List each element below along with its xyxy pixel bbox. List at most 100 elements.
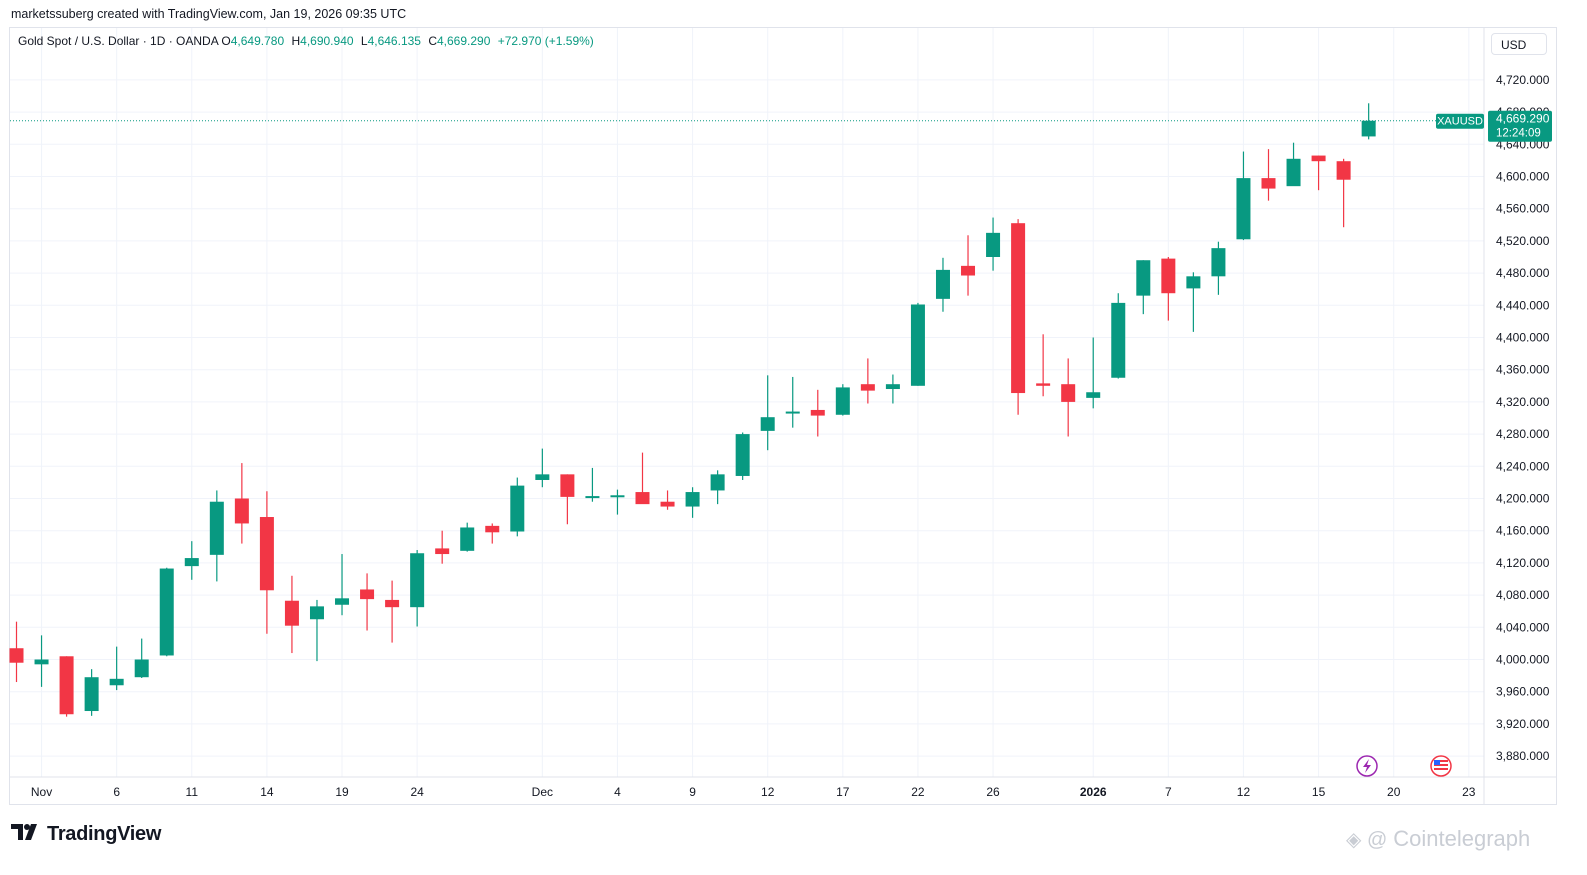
- candle-body: [1086, 392, 1101, 398]
- x-tick-label: 6: [113, 785, 120, 799]
- price-tag-countdown: 12:24:09: [1496, 128, 1541, 140]
- currency-button[interactable]: USD: [1491, 33, 1547, 55]
- candle-body: [360, 589, 375, 600]
- candle-body: [1336, 161, 1351, 180]
- candle-body: [84, 677, 99, 712]
- candle-body: [435, 548, 450, 555]
- candle-body: [1211, 248, 1226, 277]
- y-tick-label: 4,720.000: [1496, 73, 1550, 87]
- candle-body: [209, 501, 224, 555]
- y-tick-label: 4,080.000: [1496, 588, 1550, 602]
- candle-body: [510, 485, 525, 532]
- price-tag: [1488, 110, 1552, 142]
- x-tick-label: 20: [1387, 785, 1401, 799]
- candle-body: [1161, 258, 1176, 294]
- symbol-tag: [1436, 113, 1484, 129]
- candle-body: [1186, 276, 1201, 289]
- flag-stripe: [1434, 764, 1448, 766]
- y-tick-label: 4,520.000: [1496, 234, 1550, 248]
- x-tick-label: 4: [614, 785, 621, 799]
- symbol-title[interactable]: Gold Spot / U.S. Dollar · 1D · OANDA: [18, 34, 219, 48]
- y-tick-label: 4,240.000: [1496, 459, 1550, 473]
- x-tick-label: 12: [761, 785, 775, 799]
- candle-body: [1236, 178, 1251, 240]
- x-tick-label: 2026: [1080, 785, 1107, 799]
- candle-body: [134, 659, 149, 678]
- candle-body: [159, 568, 174, 656]
- candle-body: [635, 492, 650, 505]
- candle-body: [585, 496, 600, 499]
- candle-body: [1136, 260, 1151, 296]
- candle-body: [309, 606, 324, 620]
- high-label: H: [291, 34, 301, 48]
- y-tick-label: 4,440.000: [1496, 298, 1550, 312]
- x-tick-label: 15: [1312, 785, 1326, 799]
- low-label: L: [360, 34, 368, 48]
- candle-body: [961, 265, 976, 276]
- candle-body: [610, 495, 625, 498]
- flag-stripe: [1434, 760, 1448, 762]
- y-tick-label: 4,560.000: [1496, 202, 1550, 216]
- price-tag-price: 4,669.290: [1496, 112, 1550, 126]
- candle-body: [860, 384, 875, 391]
- candle-body: [935, 269, 950, 299]
- candle-body: [810, 409, 825, 416]
- candle-body: [1286, 158, 1301, 187]
- candle-body: [1311, 155, 1326, 162]
- candle-body: [535, 474, 550, 480]
- low-value: 4,646.135: [367, 34, 421, 48]
- y-tick-label: 4,320.000: [1496, 395, 1550, 409]
- open-value: 4,649.780: [230, 34, 285, 48]
- candle-body: [1011, 223, 1026, 394]
- candle-body: [660, 501, 675, 507]
- x-tick-label: 22: [911, 785, 925, 799]
- candle-body: [335, 598, 350, 605]
- x-tick-label: 23: [1462, 785, 1476, 799]
- watermark-text: Cointelegraph: [1393, 826, 1531, 851]
- candle-body: [986, 232, 1001, 257]
- lightning-glyph: [1363, 759, 1371, 773]
- candle-body: [385, 599, 400, 608]
- x-tick-label: 17: [836, 785, 850, 799]
- candle-body: [234, 498, 249, 524]
- change-value: +72.970 (+1.59%): [497, 34, 594, 48]
- x-tick-label: 12: [1237, 785, 1251, 799]
- y-tick-label: 4,400.000: [1496, 331, 1550, 345]
- x-tick-label: 9: [689, 785, 696, 799]
- symbol-tag-text: XAUUSD: [1437, 116, 1483, 128]
- y-tick-label: 4,360.000: [1496, 363, 1550, 377]
- chart-pane[interactable]: [9, 27, 1557, 805]
- cointelegraph-watermark: ◈ @ Cointelegraph: [1346, 826, 1530, 852]
- y-tick-label: 4,040.000: [1496, 620, 1550, 634]
- candle-body: [460, 527, 475, 551]
- y-tick-label: 4,120.000: [1496, 556, 1550, 570]
- y-tick-label: 4,000.000: [1496, 653, 1550, 667]
- flag-canton: [1434, 760, 1440, 765]
- y-tick-label: 4,200.000: [1496, 492, 1550, 506]
- candle-body: [885, 384, 900, 390]
- candle-body: [685, 492, 700, 507]
- cointelegraph-mark-icon: ◈ @: [1346, 828, 1388, 851]
- x-tick-label: 11: [186, 785, 199, 799]
- candle-body: [59, 656, 74, 715]
- candle-body: [284, 600, 299, 626]
- tradingview-logo[interactable]: TradingView: [11, 823, 161, 846]
- candle-body: [1036, 383, 1051, 386]
- x-tick-label: Dec: [532, 785, 553, 799]
- candle-body: [760, 417, 775, 431]
- candle-body: [835, 387, 850, 415]
- x-tick-label: 7: [1165, 785, 1172, 799]
- close-value: 4,669.290: [436, 34, 491, 48]
- candle-body: [485, 525, 500, 533]
- y-tick-label: 3,920.000: [1496, 717, 1550, 731]
- y-tick-label: 3,880.000: [1496, 749, 1550, 763]
- candle-body: [259, 517, 274, 591]
- flag-stripe: [1434, 768, 1448, 770]
- candle-body: [560, 474, 575, 497]
- candle-body: [910, 304, 925, 386]
- candle-body: [1361, 120, 1376, 137]
- candle-body: [785, 411, 800, 414]
- y-tick-label: 3,960.000: [1496, 685, 1550, 699]
- candle-body: [710, 474, 725, 491]
